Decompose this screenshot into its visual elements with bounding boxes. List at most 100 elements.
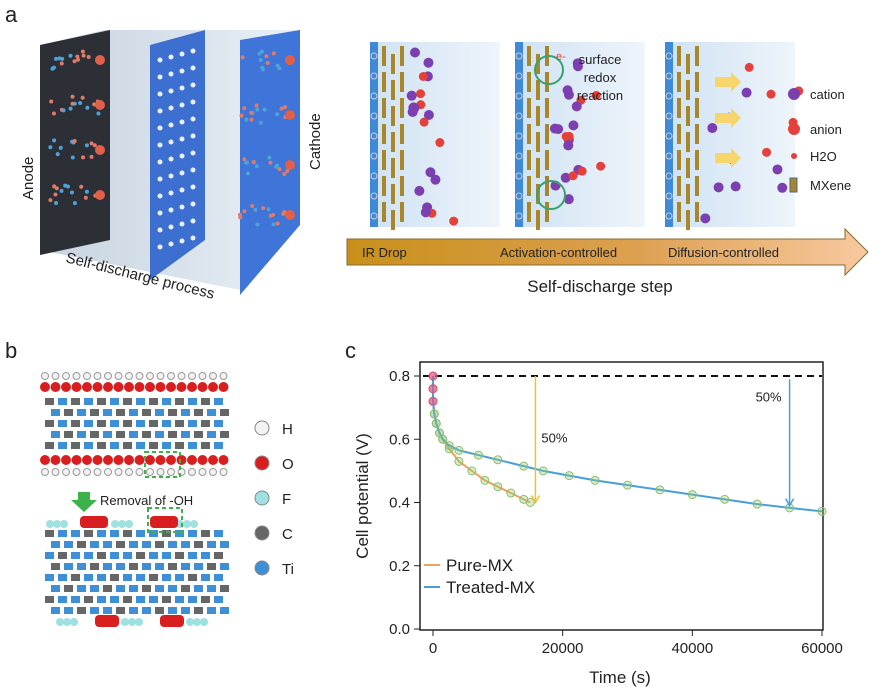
atom-lattice [162, 574, 171, 581]
cation [406, 90, 417, 101]
atom [254, 164, 259, 169]
atom [271, 51, 276, 56]
atom [84, 143, 89, 148]
atom-lattice [188, 398, 197, 405]
atom [48, 198, 53, 203]
atom-lattice [207, 431, 216, 438]
removal-label: Removal of -OH [100, 493, 193, 508]
atom-o [50, 382, 61, 392]
arrowhead-icon [530, 495, 541, 505]
separator-hole [179, 221, 185, 227]
separator-hole [168, 156, 174, 162]
separator-hole [179, 238, 185, 244]
data-point [493, 455, 503, 465]
atom [251, 160, 256, 165]
atom [70, 94, 75, 99]
atom-lattice [168, 409, 177, 416]
atom-f [56, 618, 64, 626]
atom-f [53, 520, 61, 528]
mxene-sheet [695, 46, 699, 66]
atom-lattice [123, 574, 132, 581]
atom-lattice [207, 563, 216, 570]
separator-hole [190, 133, 196, 139]
atom [68, 53, 73, 58]
atom-lattice [97, 530, 106, 537]
atom-o [124, 382, 134, 392]
mxene-sheet [527, 176, 531, 196]
mxene-sheet [695, 98, 699, 118]
atom-lattice [84, 596, 93, 603]
separator-hole [179, 170, 185, 176]
redox-label-2: redox [584, 70, 617, 85]
mxene-sheet [391, 80, 395, 100]
atom-lattice [194, 431, 203, 438]
atom-h [167, 468, 175, 476]
data-point [428, 384, 438, 394]
atom-o [82, 455, 92, 465]
atom [81, 53, 86, 58]
atom [61, 108, 66, 113]
atom-lattice [220, 409, 229, 416]
atom-h [41, 468, 49, 476]
atom [244, 117, 249, 122]
mxene-sheet [382, 150, 386, 170]
atom [57, 56, 62, 61]
element-c-icon [254, 525, 270, 541]
atom-lattice [207, 409, 216, 416]
atom [53, 192, 58, 197]
diffusion-arrow-icon [715, 108, 741, 128]
atom-o [134, 382, 145, 392]
atom [75, 54, 80, 59]
atom-lattice [155, 585, 164, 592]
atom-lattice [45, 420, 54, 427]
data-point [454, 456, 464, 466]
atom-h [114, 372, 123, 380]
atom-lattice [149, 574, 158, 581]
data-point [438, 434, 448, 444]
atom-lattice [58, 442, 67, 449]
atom [271, 212, 276, 217]
atom [86, 55, 91, 60]
cation [572, 61, 583, 72]
atom-f [46, 520, 54, 528]
stage-panel [370, 42, 500, 227]
mxene-sheet [382, 176, 386, 196]
charge-symbol [515, 132, 523, 140]
separator-hole [179, 85, 185, 91]
atom-h [198, 468, 207, 476]
mxene-sheet [686, 210, 690, 230]
atom [52, 138, 57, 143]
atom-o [50, 455, 61, 465]
atom-lattice [149, 442, 158, 449]
cation [563, 140, 574, 151]
diffusion-arrow-icon [715, 72, 741, 92]
atom-lattice [77, 409, 86, 416]
separator-hole [190, 167, 196, 173]
atom-lattice [45, 552, 54, 559]
x-tick-label: 0 [429, 640, 437, 657]
atom-h [93, 372, 102, 380]
atom-lattice [123, 420, 132, 427]
separator-hole [157, 227, 163, 233]
y-tick-label: 0.0 [389, 621, 410, 638]
atom-lattice [51, 607, 60, 614]
charge-symbol [370, 112, 378, 120]
highlight-box [147, 507, 183, 533]
atom-lattice [162, 552, 171, 559]
legend-c: Pure-MX Treated-MX [424, 556, 535, 597]
atom-lattice [97, 552, 106, 559]
atom-lattice [129, 541, 138, 548]
anion [435, 138, 445, 148]
cation [741, 87, 752, 98]
mxene-sheet [391, 184, 395, 204]
atom-lattice [194, 607, 203, 614]
atom-o-cluster [80, 516, 108, 528]
atom-lattice [77, 585, 86, 592]
atom-o [218, 455, 229, 465]
data-point [720, 494, 730, 504]
atom-lattice [194, 541, 203, 548]
atom-lattice [58, 420, 67, 427]
charge-symbol [370, 92, 378, 100]
redox-label-1: surface [579, 52, 622, 67]
separator-hole [157, 74, 163, 80]
